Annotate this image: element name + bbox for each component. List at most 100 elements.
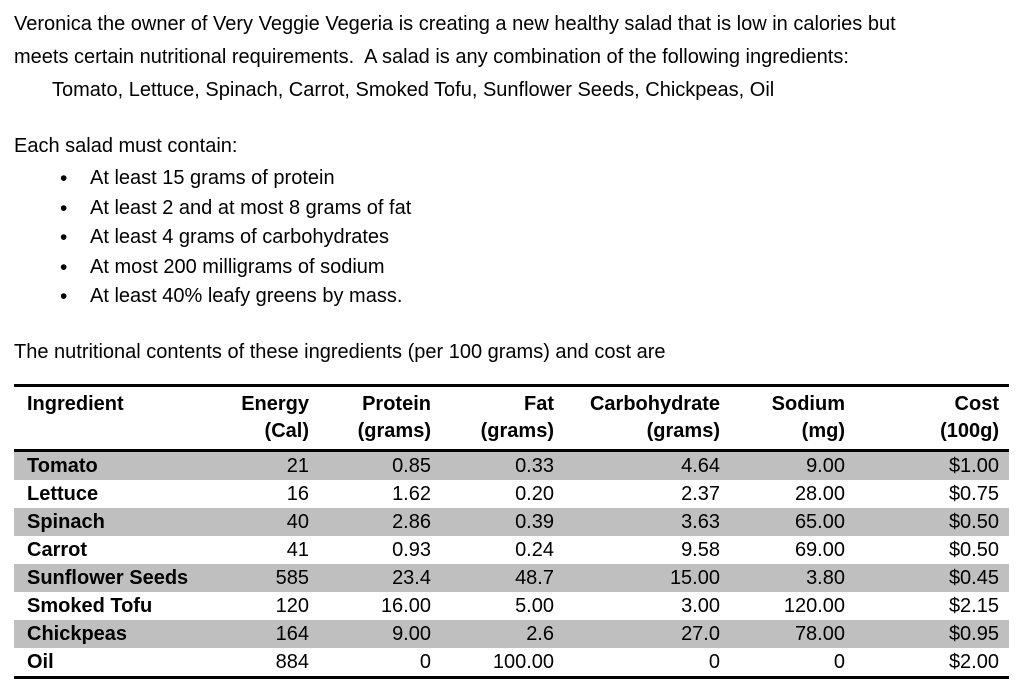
requirement-text: At least 40% leafy greens by mass. [90, 285, 403, 308]
cell-protein: 9.00 [392, 622, 431, 645]
cell-sodium: 69.00 [794, 538, 845, 561]
cell-energy: 164 [275, 622, 309, 645]
column-label: Protein [362, 392, 431, 415]
cell-carbohydrate: 15.00 [669, 566, 720, 589]
cell-fat: 100.00 [492, 650, 554, 673]
column-header-protein: Protein (grams) [319, 385, 441, 450]
cell-carbohydrate: 9.58 [681, 538, 720, 561]
cell-protein: 1.62 [392, 482, 431, 505]
cell-sodium: 0 [833, 650, 845, 673]
cell-ingredient: Oil [27, 650, 54, 673]
bullet-icon: • [60, 196, 68, 220]
column-unit: (grams) [646, 419, 720, 442]
column-header-carbohydrate: Carbohydrate (grams) [564, 385, 730, 450]
cell-cost: $2.15 [948, 594, 999, 617]
cell-carbohydrate: 27.0 [681, 622, 720, 645]
cell-sodium: 65.00 [794, 510, 845, 533]
intro-line-1: Veronica the owner of Very Veggie Vegeri… [14, 13, 896, 35]
cell-energy: 884 [275, 650, 309, 673]
column-label: Cost [954, 392, 999, 415]
column-unit: (100g) [940, 419, 999, 442]
cell-fat: 2.6 [526, 622, 554, 645]
cell-ingredient: Spinach [27, 510, 105, 533]
requirement-text: At least 4 grams of carbohydrates [90, 226, 390, 249]
bullet-item: • At least 4 grams of carbohydrates [14, 223, 1010, 253]
requirements-heading: Each salad must contain: [14, 135, 238, 157]
cell-carbohydrate: 3.00 [681, 594, 720, 617]
cell-ingredient: Chickpeas [27, 622, 128, 645]
cell-carbohydrate: 0 [708, 650, 720, 673]
ingredients-list-line: Tomato, Lettuce, Spinach, Carrot, Smoked… [52, 79, 775, 101]
table-intro-line: The nutritional contents of these ingred… [14, 340, 666, 363]
cell-carbohydrate: 2.37 [681, 482, 720, 505]
cell-sodium: 28.00 [794, 482, 845, 505]
table-row-carrot: Carrot 41 0.93 0.24 9.58 69.00 $0.50 [14, 536, 1009, 564]
cell-energy: 16 [286, 482, 309, 505]
requirement-text: At most 200 milligrams of sodium [90, 255, 385, 278]
cell-cost: $0.45 [948, 566, 999, 589]
cell-energy: 41 [286, 538, 309, 561]
requirement-text: At least 15 grams of protein [90, 167, 335, 189]
column-unit: (grams) [480, 419, 554, 442]
cell-ingredient: Lettuce [27, 482, 99, 505]
column-header-sodium: Sodium (mg) [730, 385, 855, 450]
cell-protein: 16.00 [380, 594, 431, 617]
cell-cost: $2.00 [948, 650, 999, 673]
column-header-cost: Cost (100g) [855, 385, 1009, 450]
bullet-item: • At least 2 and at most 8 grams of fat [14, 194, 1010, 224]
column-unit: (grams) [357, 419, 431, 442]
column-unit: (mg) [801, 419, 845, 442]
column-header-fat: Fat (grams) [441, 385, 564, 450]
nutrition-table: Ingredient Energy (Cal) Protein (grams) … [14, 383, 1009, 679]
cell-fat: 5.00 [515, 594, 554, 617]
cell-cost: $1.00 [948, 454, 999, 477]
bullet-icon: • [60, 167, 68, 190]
column-label: Ingredient [27, 392, 124, 415]
cell-cost: $0.50 [948, 538, 999, 561]
cell-protein: 23.4 [392, 566, 431, 589]
table-header-row: Ingredient Energy (Cal) Protein (grams) … [14, 385, 1009, 451]
table-row-lettuce: Lettuce 16 1.62 0.20 2.37 28.00 $0.75 [14, 480, 1009, 508]
bullet-icon: • [60, 255, 68, 279]
table-row-smoked-tofu: Smoked Tofu 120 16.00 5.00 3.00 120.00 $… [14, 592, 1009, 620]
bullet-item: • At least 40% leafy greens by mass. [14, 282, 1010, 312]
cell-ingredient: Smoked Tofu [27, 594, 153, 617]
cell-ingredient: Tomato [27, 454, 98, 477]
cell-energy: 21 [286, 454, 309, 477]
column-unit: (Cal) [264, 419, 309, 442]
cell-cost: $0.50 [948, 510, 999, 533]
table-row-tomato: Tomato 21 0.85 0.33 4.64 9.00 $1.00 [14, 450, 1009, 480]
bullet-icon: • [60, 285, 68, 309]
cell-energy: 120 [275, 594, 309, 617]
cell-energy: 585 [275, 566, 309, 589]
requirement-text: At least 2 and at most 8 grams of fat [90, 196, 412, 219]
cell-fat: 0.39 [515, 510, 554, 533]
bullet-icon: • [60, 226, 68, 250]
bullet-item: • At most 200 milligrams of sodium [14, 253, 1010, 283]
table-row-oil: Oil 884 0 100.00 0 0 $2.00 [14, 648, 1009, 678]
column-label: Sodium [771, 392, 845, 415]
cell-protein: 0.85 [392, 454, 431, 477]
column-header-energy: Energy (Cal) [204, 385, 319, 450]
column-label: Energy [241, 392, 309, 415]
column-label: Carbohydrate [589, 392, 720, 415]
cell-fat: 0.20 [515, 482, 554, 505]
bullet-item: • At least 15 grams of protein [14, 164, 1010, 194]
cell-protein: 2.86 [392, 510, 431, 533]
cell-sodium: 120.00 [783, 594, 845, 617]
cell-fat: 0.24 [515, 538, 554, 561]
cell-cost: $0.75 [948, 482, 999, 505]
cell-sodium: 78.00 [794, 622, 845, 645]
cell-carbohydrate: 4.64 [681, 454, 720, 477]
table-row-chickpeas: Chickpeas 164 9.00 2.6 27.0 78.00 $0.95 [14, 619, 1009, 648]
cell-sodium: 9.00 [806, 454, 845, 477]
requirements-bullet-list: • At least 15 grams of protein • At leas… [14, 164, 1010, 312]
column-label: Fat [524, 392, 554, 415]
cell-fat: 0.33 [515, 454, 554, 477]
cell-sodium: 3.80 [806, 566, 845, 589]
table-row-sunflower-seeds: Sunflower Seeds 585 23.4 48.7 15.00 3.80… [14, 563, 1009, 592]
cell-protein: 0 [419, 650, 431, 673]
cell-energy: 40 [286, 510, 309, 533]
cell-carbohydrate: 3.63 [681, 510, 720, 533]
